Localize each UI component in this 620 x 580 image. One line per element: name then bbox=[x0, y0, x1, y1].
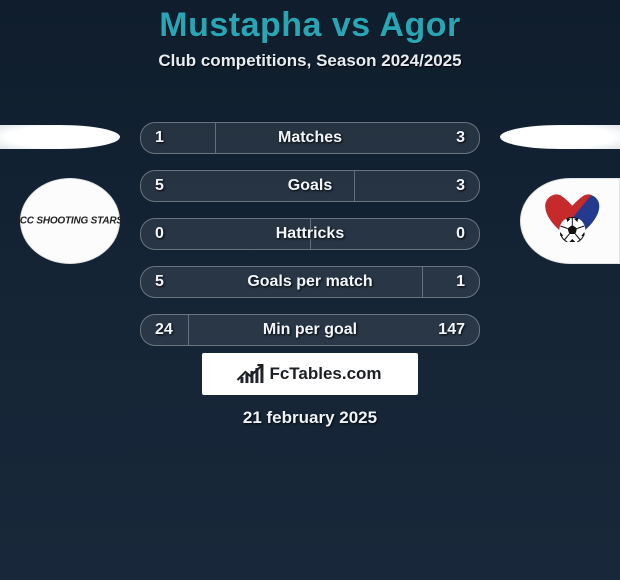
page-subtitle: Club competitions, Season 2024/2025 bbox=[0, 51, 620, 71]
stat-row: 24147Min per goal bbox=[140, 314, 480, 346]
heart-shield-icon bbox=[543, 192, 601, 242]
stat-row: 51Goals per match bbox=[140, 266, 480, 298]
brand-text: FcTables.com bbox=[269, 364, 381, 384]
brand-inner: FcTables.com bbox=[238, 364, 381, 384]
bar-chart-icon bbox=[238, 365, 263, 383]
card: Mustapha vs Agor Club competitions, Seas… bbox=[0, 0, 620, 580]
right-team-badge bbox=[520, 178, 620, 264]
left-team-badge: ICC SHOOTING STARS bbox=[20, 178, 120, 264]
page-title: Mustapha vs Agor bbox=[0, 0, 620, 45]
stat-label: Min per goal bbox=[141, 315, 479, 345]
stat-row: 53Goals bbox=[140, 170, 480, 202]
stat-label: Goals per match bbox=[141, 267, 479, 297]
stat-rows: 13Matches 53Goals 00Hattricks 51Goals per m… bbox=[140, 122, 480, 362]
stat-label: Matches bbox=[141, 123, 479, 153]
stat-label: Hattricks bbox=[141, 219, 479, 249]
stat-row: 13Matches bbox=[140, 122, 480, 154]
stat-label: Goals bbox=[141, 171, 479, 201]
figure-date: 21 february 2025 bbox=[0, 408, 620, 428]
decor-ellipse-left bbox=[0, 125, 120, 149]
stat-row: 00Hattricks bbox=[140, 218, 480, 250]
brand-watermark[interactable]: FcTables.com bbox=[202, 353, 418, 395]
left-team-badge-text: ICC SHOOTING STARS bbox=[17, 216, 123, 227]
decor-ellipse-right bbox=[500, 125, 620, 149]
